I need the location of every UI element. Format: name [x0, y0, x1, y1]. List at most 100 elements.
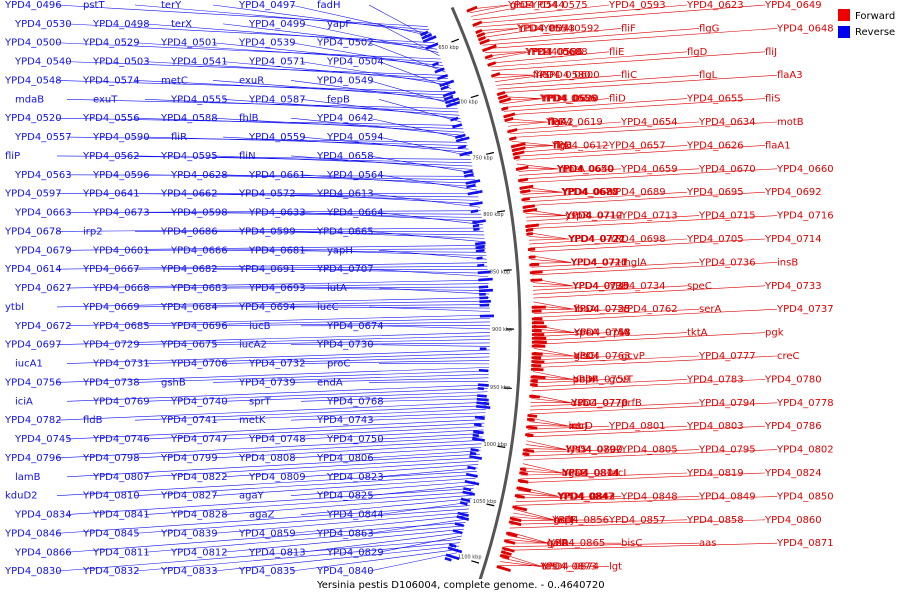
reverse-gene-label: YPD4_0730	[316, 340, 374, 351]
label-leader-line	[300, 498, 472, 515]
forward-feature	[529, 394, 541, 399]
label-leader-line	[222, 321, 490, 327]
forward-gene-label: speC	[687, 281, 712, 292]
label-leader-line	[509, 121, 700, 135]
forward-gene-label: YPD4_0736	[698, 257, 756, 268]
label-leader-line	[212, 42, 444, 66]
reverse-gene-label: endA	[317, 377, 343, 388]
forward-gene-label: YPD4_0786	[764, 421, 822, 432]
forward-gene-label: visC	[574, 351, 595, 362]
label-leader-line	[520, 472, 610, 476]
label-leader-line	[525, 213, 566, 216]
forward-feature	[531, 360, 545, 364]
reverse-feature	[455, 136, 470, 143]
reverse-gene-label: YPD4_0834	[14, 510, 72, 521]
label-leader-line	[533, 301, 574, 310]
reverse-gene-label: metK	[239, 415, 266, 426]
label-leader-line	[290, 155, 474, 170]
label-leader-line	[66, 245, 486, 251]
label-leader-line	[290, 481, 475, 496]
label-leader-line	[144, 61, 448, 80]
label-leader-line	[66, 174, 475, 177]
reverse-gene-label: iucA2	[239, 340, 267, 351]
reverse-gene-label: YPD4_0832	[82, 566, 140, 577]
label-leader-line	[144, 525, 465, 553]
reverse-feature	[476, 401, 490, 406]
label-leader-line	[134, 300, 490, 308]
label-leader-line	[290, 446, 482, 459]
reverse-gene-label: YPD4_0748	[248, 434, 306, 445]
forward-gene-label: YPD4_0780	[764, 374, 822, 385]
label-leader-line	[533, 308, 700, 318]
reverse-gene-label: terX	[171, 19, 192, 30]
scale-tick-label: 800 kbp	[483, 212, 503, 218]
label-leader-line	[528, 232, 569, 240]
label-leader-line	[508, 121, 549, 127]
forward-gene-label: YPD4_0592	[542, 23, 600, 34]
label-leader-line	[66, 279, 489, 289]
forward-gene-label: YPD4_0660	[776, 164, 834, 175]
reverse-feature	[443, 95, 454, 101]
label-leader-line	[300, 360, 490, 364]
reverse-gene-label: YPD4_0540	[14, 57, 72, 68]
label-leader-line	[368, 552, 458, 572]
reverse-gene-label: sprT	[249, 396, 272, 407]
label-leader-line	[378, 61, 452, 89]
reverse-gene-label: YPD4_0769	[92, 396, 150, 407]
label-leader-line	[526, 215, 622, 222]
reverse-gene-label: YPD4_0809	[248, 472, 306, 483]
forward-feature	[525, 433, 534, 438]
map-caption: Yersinia pestis D106004, complete genome…	[316, 580, 605, 591]
reverse-gene-label: YPD4_0664	[326, 208, 384, 219]
reverse-feature	[464, 480, 480, 486]
reverse-feature	[463, 487, 472, 492]
reverse-feature	[474, 415, 485, 420]
label-leader-line	[134, 370, 489, 383]
label-leader-line	[533, 355, 622, 361]
reverse-feature	[476, 256, 483, 260]
forward-feature	[529, 262, 540, 267]
reverse-gene-label: yapH	[327, 245, 353, 256]
reverse-gene-label: YPD4_0827	[160, 491, 218, 502]
reverse-gene-label: YPD4_0741	[160, 415, 218, 426]
reverse-gene-label: YPD4_0806	[316, 453, 374, 464]
label-leader-line	[300, 394, 488, 402]
legend-swatch-forward	[838, 9, 850, 21]
reverse-gene-label: YPD4_0768	[326, 396, 384, 407]
reverse-feature	[479, 292, 486, 296]
forward-feature	[522, 452, 530, 457]
forward-feature	[507, 128, 518, 134]
forward-gene-label: tas	[541, 562, 556, 573]
forward-gene-label: YPD4_0692	[764, 187, 822, 198]
reverse-feature	[470, 209, 479, 214]
forward-gene-label: YPD4_0770	[570, 398, 628, 409]
forward-gene-label: YPD4_0795	[698, 445, 756, 456]
reverse-gene-label: YPD4_0697	[4, 340, 62, 351]
label-leader-line	[134, 405, 487, 421]
label-leader-line	[498, 74, 778, 94]
forward-gene-label: yspR	[565, 211, 589, 222]
label-leader-line	[66, 488, 474, 515]
label-leader-line	[378, 250, 487, 260]
reverse-gene-label: YPD4_0502	[316, 38, 374, 49]
forward-feature	[513, 155, 521, 160]
label-leader-line	[524, 191, 766, 207]
forward-gene-label: flaA2	[548, 117, 574, 128]
forward-gene-label: YPD4_0640	[557, 164, 615, 175]
reverse-gene-label: YPD4_0808	[238, 453, 296, 464]
forward-feature	[531, 305, 546, 309]
reverse-gene-label: YPD4_0497	[238, 0, 296, 11]
label-leader-line	[212, 408, 486, 421]
forward-gene-label: serA	[699, 304, 721, 315]
forward-gene-label: YPD4_0783	[686, 374, 744, 385]
reverse-gene-label: YPD4_0686	[160, 226, 218, 237]
reverse-gene-label: YPD4_0813	[248, 547, 306, 558]
reverse-feature	[434, 67, 445, 74]
forward-gene-label: YPD4_0804	[562, 468, 620, 479]
forward-feature	[523, 207, 538, 213]
reverse-gene-label: YPD4_0556	[82, 113, 140, 124]
label-leader-line	[134, 474, 477, 496]
label-leader-line	[144, 422, 485, 440]
label-leader-line	[212, 512, 469, 534]
